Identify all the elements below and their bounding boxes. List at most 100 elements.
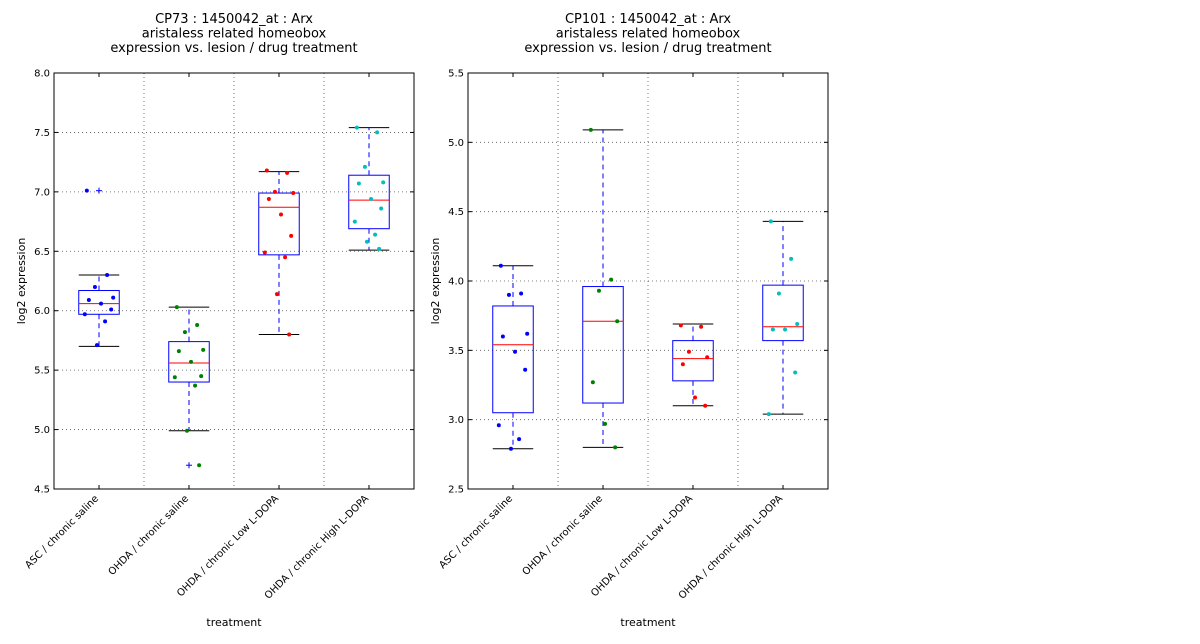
data-point: [776, 291, 781, 296]
chart-title-line-1: CP73 : 1450042_at : Arx: [155, 12, 313, 27]
data-point: [770, 327, 775, 332]
box-4: [348, 127, 390, 251]
x-tick-label: OHDA / chronic saline: [521, 493, 606, 578]
data-point: [768, 219, 773, 224]
data-point: [362, 164, 367, 169]
data-point: [525, 331, 530, 336]
box-iqr: [168, 341, 210, 383]
data-point: [199, 374, 204, 379]
box-2: [168, 306, 210, 469]
y-axis-label: log2 expression: [429, 238, 442, 325]
data-point: [109, 307, 114, 312]
data-point: [262, 250, 267, 255]
data-point: [613, 445, 618, 450]
data-point: [381, 180, 386, 185]
x-tick-label: ASC / chronic saline: [437, 493, 515, 571]
box-1: [492, 265, 534, 450]
y-tick-label: 3.5: [448, 346, 464, 357]
x-tick-label: ASC / chronic saline: [23, 493, 101, 571]
box-iqr: [348, 174, 390, 230]
box-iqr: [492, 305, 534, 414]
data-point: [264, 168, 269, 173]
data-point: [86, 298, 91, 303]
box-2: [582, 129, 624, 448]
y-axis-label: log2 expression: [15, 238, 28, 325]
y-tick-label: 5.5: [34, 366, 50, 377]
data-point: [783, 327, 788, 332]
data-point: [500, 334, 505, 339]
box-1: [78, 187, 120, 347]
data-point: [94, 343, 99, 348]
data-point: [375, 130, 380, 135]
data-point: [705, 355, 710, 360]
data-point: [519, 291, 524, 296]
data-point: [274, 292, 279, 297]
data-point: [703, 403, 708, 408]
data-point: [789, 256, 794, 261]
y-tick-label: 7.5: [34, 128, 50, 139]
y-tick-label: 5.0: [448, 138, 464, 149]
chart-title-line-3: expression vs. lesion / drug treatment: [110, 41, 357, 56]
y-tick-label: 6.5: [34, 247, 50, 258]
data-point: [356, 181, 361, 186]
data-point: [279, 212, 284, 217]
data-point: [508, 446, 513, 451]
data-point: [369, 196, 374, 201]
data-point: [615, 319, 620, 324]
data-point: [285, 170, 290, 175]
y-tick-label: 4.5: [448, 207, 464, 218]
data-point: [379, 206, 384, 211]
data-point: [766, 412, 771, 417]
data-point: [496, 423, 501, 428]
data-point: [364, 239, 369, 244]
y-tick-label: 5.0: [34, 425, 50, 436]
data-point: [201, 347, 206, 352]
y-tick-label: 3.0: [448, 415, 464, 426]
data-point: [99, 301, 104, 306]
y-tick-label: 6.0: [34, 306, 50, 317]
x-tick-label: OHDA / chronic High L-DOPA: [677, 493, 785, 601]
data-point: [266, 196, 271, 201]
data-point: [513, 349, 518, 354]
data-point: [92, 284, 97, 289]
data-point: [588, 127, 593, 132]
y-tick-label: 2.5: [448, 485, 464, 496]
data-point: [680, 362, 685, 367]
data-point: [352, 219, 357, 224]
data-point: [793, 370, 798, 375]
data-point: [195, 322, 200, 327]
x-tick-label: OHDA / chronic Low L-DOPA: [589, 493, 695, 599]
data-point: [506, 292, 511, 297]
y-tick-label: 4.5: [34, 485, 50, 496]
data-point: [609, 277, 614, 282]
x-axis-label: treatment: [620, 616, 676, 629]
data-point: [272, 189, 277, 194]
x-tick-label: OHDA / chronic High L-DOPA: [263, 493, 371, 601]
data-point: [693, 395, 698, 400]
data-point: [699, 324, 704, 329]
chart-title-line-2: aristaless related homeobox: [142, 27, 327, 42]
data-point: [291, 191, 296, 196]
data-point: [596, 288, 601, 293]
data-point: [105, 273, 110, 278]
data-point: [523, 367, 528, 372]
data-point: [373, 232, 378, 237]
chart-title-line-3: expression vs. lesion / drug treatment: [524, 41, 771, 56]
data-point: [176, 349, 181, 354]
data-point: [189, 359, 194, 364]
data-point: [517, 437, 522, 442]
data-point: [289, 233, 294, 238]
data-point: [184, 428, 189, 433]
data-point: [287, 332, 292, 337]
y-tick-label: 4.0: [448, 277, 464, 288]
data-point: [174, 305, 179, 310]
data-point: [82, 312, 87, 317]
plot-frame: [467, 72, 829, 490]
data-point: [172, 375, 177, 380]
box-iqr: [258, 192, 300, 256]
data-point: [193, 383, 198, 388]
box-4: [762, 220, 804, 415]
